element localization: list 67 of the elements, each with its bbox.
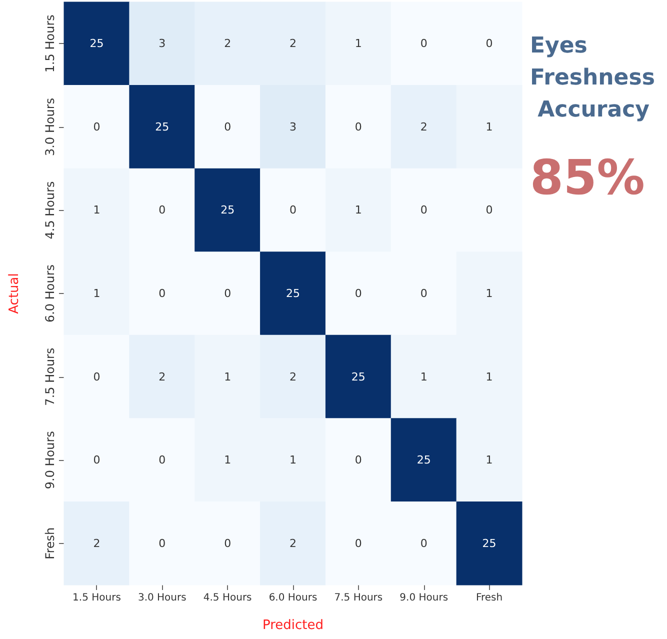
data-label: 25 [482,536,496,550]
data-label: 25 [220,204,235,217]
data-label: 25 [351,370,366,384]
data-label: 1 [354,37,362,50]
x-tick-label: 4.5 Hours [203,592,252,604]
y-tick-label: 7.5 Hours [43,348,57,406]
data-label: 0 [224,120,232,134]
y-tick-label: 3.0 Hours [43,98,57,156]
data-label: 0 [354,536,362,550]
data-label: 0 [93,370,100,384]
y-tick-label: 6.0 Hours [43,264,57,323]
x-tick-label: 1.5 Hours [72,592,121,604]
data-label: 1 [486,120,493,134]
data-label: 0 [158,536,166,550]
data-label: 1 [93,204,100,217]
x-tick-label: 9.0 Hours [400,592,448,604]
data-label: 0 [158,204,166,217]
data-label: 3 [290,120,296,134]
x-tick-label: Fresh [476,592,503,604]
data-label: 0 [420,287,428,300]
data-label: 2 [93,536,100,550]
data-label: 2 [420,120,428,134]
data-label: 1 [224,454,232,467]
data-label: 25 [155,120,170,134]
data-label: 0 [420,37,428,50]
data-label: 25 [286,287,300,300]
data-label: 0 [354,287,362,300]
data-label: 0 [354,120,362,134]
text: Eyes Freshness Accuracy [530,34,655,122]
data-label: 0 [224,536,232,550]
data-label: 0 [93,454,100,467]
data-label: 0 [354,454,362,467]
data-label: 0 [420,204,428,217]
data-label: 1 [224,370,232,384]
data-label: 2 [290,370,296,384]
x-tick-label: 7.5 Hours [334,592,383,604]
data-label: 3 [158,37,166,50]
data-label: 1 [420,370,428,384]
text: 85% [530,150,645,206]
x-tick-label: 6.0 Hours [268,592,318,604]
data-label: 2 [224,37,232,50]
data-label: 1 [93,287,100,300]
y-tick-label: 4.5 Hours [43,181,57,240]
data-label: 1 [486,454,493,467]
data-label: 2 [290,37,296,50]
data-label: 0 [486,37,493,50]
data-label: 1 [290,454,296,467]
data-label: 2 [158,370,166,384]
data-label: 1 [486,287,493,300]
y-tick-label: 1.5 Hours [43,14,57,73]
data-label: 1 [354,204,362,217]
x-tick-label: 3.0 Hours [138,592,186,604]
data-label: 1 [486,370,493,384]
data-label: 0 [93,120,100,134]
data-label: 0 [158,454,166,467]
data-label: 25 [90,37,104,50]
data-label: 2 [290,536,296,550]
data-label: 0 [158,287,166,300]
data-label: 0 [486,204,493,217]
y-tick-label: Fresh [43,527,57,560]
data-label: 0 [420,536,428,550]
data-label: 0 [290,204,296,217]
data-label: 25 [416,454,431,467]
data-label: 0 [224,287,232,300]
y-axis-title: Actual [7,273,22,314]
x-axis-title: Predicted [262,618,324,633]
y-tick-label: 9.0 Hours [43,431,57,490]
